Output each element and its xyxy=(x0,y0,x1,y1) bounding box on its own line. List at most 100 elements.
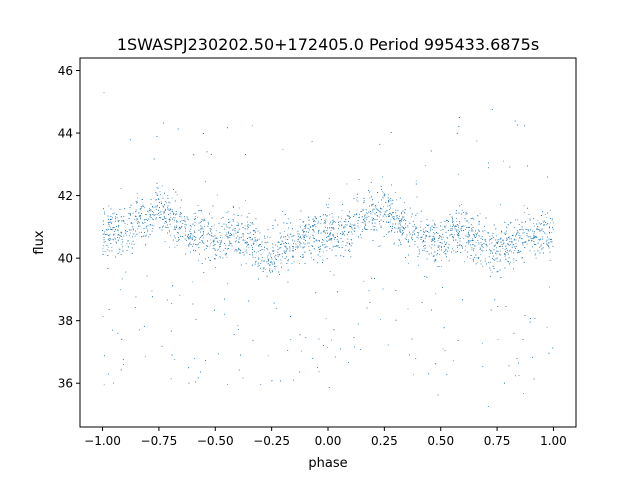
data-point xyxy=(121,243,123,245)
data-point xyxy=(420,230,422,231)
data-point xyxy=(194,239,196,241)
data-point xyxy=(497,239,499,241)
data-point xyxy=(334,221,335,223)
data-point xyxy=(273,260,275,262)
data-point xyxy=(137,228,139,230)
data-point xyxy=(291,263,293,265)
data-point xyxy=(227,236,229,238)
data-point xyxy=(178,237,179,239)
data-point xyxy=(226,212,228,214)
data-point xyxy=(376,229,378,231)
data-point xyxy=(528,239,530,241)
data-point xyxy=(161,203,162,204)
data-point xyxy=(440,221,442,223)
data-point xyxy=(173,228,175,230)
data-point xyxy=(201,218,203,220)
data-point xyxy=(202,220,204,222)
data-point xyxy=(424,165,426,167)
data-point xyxy=(176,194,178,196)
data-point xyxy=(505,232,507,234)
data-point xyxy=(428,236,430,238)
data-point xyxy=(312,237,314,239)
data-point xyxy=(175,210,177,212)
data-point xyxy=(337,240,339,242)
data-point xyxy=(210,154,212,156)
data-point xyxy=(297,235,299,237)
data-point xyxy=(236,225,238,226)
data-point xyxy=(439,241,441,243)
data-point xyxy=(470,227,472,229)
data-point xyxy=(516,232,518,234)
data-point xyxy=(399,230,401,231)
data-point xyxy=(164,240,166,242)
data-point xyxy=(500,259,501,261)
data-point xyxy=(378,216,380,218)
data-point xyxy=(145,234,147,236)
data-point xyxy=(164,221,166,223)
data-point xyxy=(459,238,461,239)
data-point xyxy=(385,210,387,212)
data-point xyxy=(284,257,286,259)
data-point xyxy=(192,237,194,239)
data-point xyxy=(552,227,554,229)
data-point xyxy=(452,223,454,225)
data-point xyxy=(372,219,374,221)
data-point xyxy=(332,234,334,235)
data-point xyxy=(204,219,206,221)
data-point xyxy=(437,266,439,267)
data-point xyxy=(177,232,179,234)
data-point xyxy=(228,222,230,224)
data-point xyxy=(307,227,309,229)
data-point xyxy=(459,228,461,230)
data-point xyxy=(420,210,422,212)
data-point xyxy=(470,255,472,257)
data-point xyxy=(235,241,237,243)
data-point xyxy=(203,225,205,227)
data-point xyxy=(374,278,375,279)
data-point xyxy=(523,393,525,394)
data-point xyxy=(297,233,299,235)
data-point xyxy=(490,261,492,263)
data-point xyxy=(325,226,326,228)
data-point xyxy=(382,221,384,223)
data-point xyxy=(280,380,281,382)
data-point xyxy=(353,198,355,200)
data-point xyxy=(180,216,182,218)
data-point xyxy=(128,229,130,231)
data-point xyxy=(384,194,386,196)
data-point xyxy=(185,234,186,236)
data-point xyxy=(132,228,134,230)
data-point xyxy=(270,271,272,273)
data-point xyxy=(112,213,114,215)
data-point xyxy=(509,240,511,242)
data-point xyxy=(350,245,352,247)
data-point xyxy=(153,225,155,227)
data-point xyxy=(122,250,124,252)
data-point xyxy=(492,252,493,254)
data-point xyxy=(211,226,213,228)
data-point xyxy=(341,209,343,211)
data-point xyxy=(348,231,350,233)
data-point xyxy=(134,235,136,237)
data-point xyxy=(459,205,461,207)
data-point xyxy=(484,239,486,241)
data-point xyxy=(515,260,517,262)
data-point xyxy=(378,201,379,203)
data-point xyxy=(333,228,335,230)
data-point xyxy=(112,329,113,331)
data-point xyxy=(404,212,406,214)
data-point xyxy=(229,240,231,242)
data-point xyxy=(383,206,384,208)
data-point xyxy=(506,226,508,228)
data-point xyxy=(256,240,258,242)
data-point xyxy=(481,244,483,246)
data-point xyxy=(409,222,411,224)
data-point xyxy=(361,221,363,223)
data-point xyxy=(217,249,218,251)
data-point xyxy=(534,318,536,320)
data-point xyxy=(457,225,459,227)
data-point xyxy=(172,218,173,220)
data-point xyxy=(498,239,500,241)
data-point xyxy=(139,207,141,209)
data-point xyxy=(324,222,326,224)
